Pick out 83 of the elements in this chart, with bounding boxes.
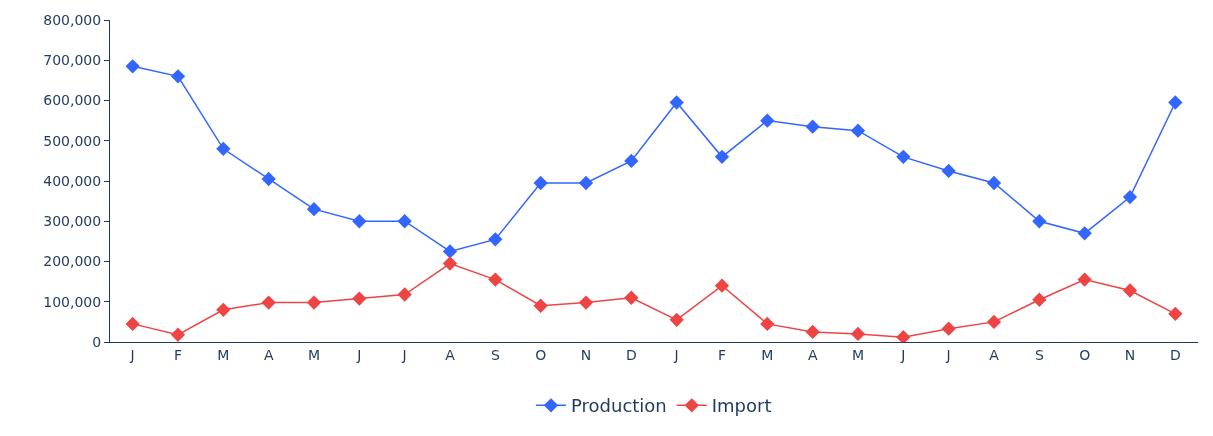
x-tick-label: D [625, 346, 637, 363]
y-tick-label: 800,000 [43, 11, 102, 28]
point [714, 149, 730, 164]
x-tick-label: A [807, 346, 818, 363]
point [578, 295, 594, 310]
point [1122, 189, 1138, 205]
x-tick-label: M [217, 346, 230, 363]
x-tick-label: A [263, 346, 274, 363]
x-tick-label: F [717, 346, 727, 363]
point [397, 287, 412, 302]
point [578, 175, 594, 191]
point [669, 95, 684, 110]
y-tick-label: 100,000 [43, 293, 102, 310]
y-tick-label: 500,000 [43, 132, 102, 149]
point [216, 141, 231, 156]
point [442, 256, 458, 271]
point [397, 214, 412, 229]
y-tick-label: 200,000 [43, 253, 102, 270]
point [261, 295, 276, 310]
legend-label: Import [711, 395, 772, 417]
point [941, 321, 956, 336]
point [1032, 214, 1047, 229]
x-tick-label: S [490, 346, 500, 363]
x-tick-label: O [535, 346, 547, 363]
point [760, 113, 775, 128]
point [986, 314, 1002, 330]
x-tick-label: J [401, 346, 407, 363]
point [533, 175, 548, 191]
x-tick-label: D [1169, 346, 1181, 363]
point [1168, 306, 1183, 321]
point [170, 69, 186, 84]
point [352, 291, 367, 306]
x-tick-label: J [673, 346, 679, 363]
x-tick-label: M [307, 346, 321, 363]
x-tick-label: J [900, 346, 906, 363]
point [261, 171, 276, 187]
point [216, 302, 231, 317]
point [1077, 272, 1092, 287]
x-tick-label: N [580, 346, 592, 363]
point [125, 316, 140, 332]
point [533, 298, 548, 313]
y-tick-label: 700,000 [43, 52, 102, 69]
y-tick-label: 600,000 [43, 92, 102, 109]
x-tick-label: A [445, 346, 456, 363]
point [850, 123, 866, 138]
point [896, 149, 911, 164]
point [896, 330, 911, 342]
point [306, 202, 322, 217]
point [986, 175, 1002, 191]
x-tick-label: N [1124, 346, 1136, 363]
point [941, 163, 956, 179]
point [850, 326, 866, 342]
y-tick-label: 300,000 [43, 213, 102, 230]
point [488, 232, 503, 247]
point [805, 119, 820, 134]
point [1032, 292, 1047, 307]
x-tick-label: J [356, 346, 362, 363]
point [488, 272, 503, 287]
point [352, 214, 367, 229]
x-tick-label: M [851, 346, 865, 363]
point [306, 295, 322, 310]
y-tick-label: 400,000 [43, 172, 102, 189]
x-tick-label: F [173, 346, 183, 363]
legend-label: Production [571, 395, 667, 417]
x-tick-label: M [761, 346, 774, 363]
point [170, 327, 186, 342]
point [624, 153, 639, 169]
point [624, 290, 639, 305]
x-tick-label: S [1034, 346, 1044, 363]
point [1077, 226, 1092, 241]
x-tick-label: J [945, 346, 951, 363]
point [760, 316, 775, 332]
point [669, 312, 684, 328]
point [1122, 283, 1138, 298]
x-tick-label: O [1079, 346, 1091, 363]
point [125, 59, 140, 74]
point [805, 324, 820, 340]
x-tick-label: J [129, 346, 135, 363]
point [1168, 95, 1183, 110]
y-tick-label: 0 [92, 333, 102, 350]
point [442, 244, 458, 259]
x-tick-label: A [989, 346, 1000, 363]
point [714, 278, 730, 293]
